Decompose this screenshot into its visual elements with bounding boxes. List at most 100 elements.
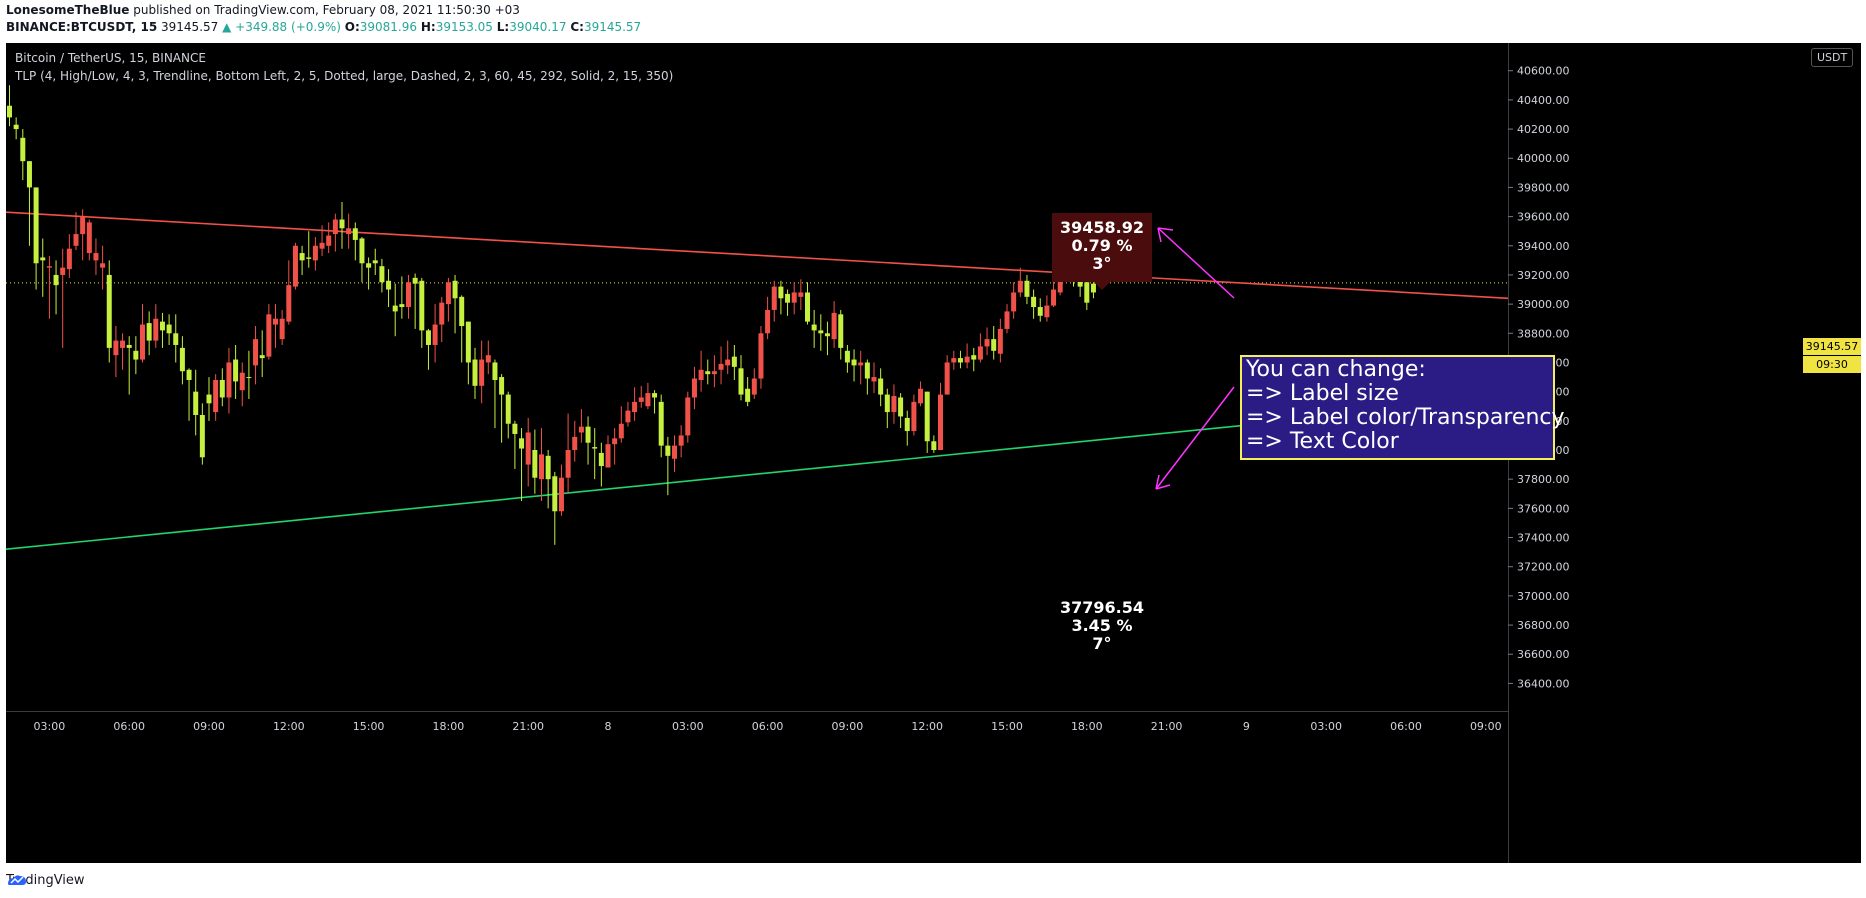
resistance-pct: 0.79 % xyxy=(1071,236,1133,255)
candle-body xyxy=(672,445,677,459)
candle-body xyxy=(173,333,179,345)
candle-body xyxy=(778,286,784,299)
candle-body xyxy=(146,323,152,341)
candle-body xyxy=(944,362,950,395)
support-angle: 7° xyxy=(1092,634,1112,653)
candle-body xyxy=(273,318,278,325)
candle-body xyxy=(399,304,405,308)
candle-body xyxy=(738,368,744,395)
footer: TradingView xyxy=(6,873,85,888)
x-tick-label: 06:00 xyxy=(113,720,145,733)
candle-body xyxy=(113,340,119,356)
candle-body xyxy=(711,371,717,375)
candle-body xyxy=(1031,296,1037,308)
last-price: 39145.57 xyxy=(161,20,219,34)
candle-body xyxy=(299,253,305,261)
candle-body xyxy=(213,379,219,413)
candle-body xyxy=(226,362,232,398)
candle-body xyxy=(938,394,943,451)
candle-body xyxy=(691,378,697,398)
candle-body xyxy=(193,391,199,415)
candle-body xyxy=(485,355,491,363)
chart-panel[interactable]: 40600.00 40400.00 40200.00 40000.00 39800.00… xyxy=(6,43,1861,863)
candle-body xyxy=(1017,280,1023,293)
y-tick-label: 37000.00 xyxy=(1517,590,1570,603)
candle-body xyxy=(1037,307,1043,316)
candle-body xyxy=(592,447,598,449)
candle-body xyxy=(425,330,431,345)
candle-body xyxy=(811,324,817,331)
candle-body xyxy=(991,339,997,351)
currency-badge[interactable]: USDT xyxy=(1811,48,1854,67)
candle-body xyxy=(632,401,638,413)
candle-body xyxy=(977,346,983,360)
symbol-line: BINANCE:BTCUSDT, 15 xyxy=(6,20,158,34)
x-tick-label: 9 xyxy=(1243,720,1250,733)
candle-body xyxy=(386,280,392,290)
candle-body xyxy=(199,414,205,458)
candle-body xyxy=(512,423,518,434)
candle-body xyxy=(479,359,485,386)
resistance-trendline xyxy=(6,211,1509,300)
candle-body xyxy=(818,330,824,334)
candle-body xyxy=(246,377,252,379)
candle-body xyxy=(366,263,372,268)
y-tick-label: 36600.00 xyxy=(1517,648,1570,661)
candle-body xyxy=(997,328,1003,354)
y-tick-label: 39000.00 xyxy=(1517,298,1570,311)
low-label: L: xyxy=(496,20,510,34)
symbol-header: BINANCE:BTCUSDT, 15 39145.57 ▲ +349.88 (… xyxy=(6,20,641,34)
y-tick-label: 38800.00 xyxy=(1517,327,1570,340)
close-value: 39145.57 xyxy=(583,20,642,34)
candle-body xyxy=(286,285,292,322)
candle-body xyxy=(665,445,671,456)
candle-body xyxy=(13,124,19,130)
y-tick-label: 39200.00 xyxy=(1517,269,1570,282)
candle-body xyxy=(126,344,132,348)
candle-body xyxy=(1051,289,1057,306)
candle-body xyxy=(312,245,318,261)
footer-brand[interactable]: TradingView xyxy=(6,873,85,888)
candle-body xyxy=(685,397,691,436)
indicator-legend[interactable]: TLP (4, High/Low, 4, 3, Trendline, Botto… xyxy=(15,69,674,83)
arrow-head-resistance xyxy=(1157,227,1174,243)
candle-body xyxy=(46,266,52,268)
candle-body xyxy=(219,379,225,398)
note-line: => Label size xyxy=(1246,381,1399,406)
candle-body xyxy=(878,378,884,395)
candle-body xyxy=(612,438,618,445)
x-tick-label: 03:00 xyxy=(1310,720,1342,733)
candle-body xyxy=(159,321,165,331)
candle-body xyxy=(306,257,312,259)
candle-body xyxy=(705,371,711,375)
candle-body xyxy=(1024,280,1030,297)
candle-body xyxy=(891,396,897,413)
y-tick-label: 36400.00 xyxy=(1517,677,1570,690)
candle-body xyxy=(645,393,651,407)
candle-body xyxy=(658,401,664,446)
note-line: You can change: xyxy=(1246,357,1426,382)
candle-body xyxy=(525,432,531,465)
candle-body xyxy=(758,333,764,379)
y-tick-label: 40000.00 xyxy=(1517,152,1570,165)
candle-body xyxy=(918,388,924,404)
candle-body xyxy=(259,355,265,359)
candle-body xyxy=(1090,283,1096,293)
author-name[interactable]: LonesomeTheBlue xyxy=(6,3,130,17)
candle-body xyxy=(266,314,272,357)
candle-body xyxy=(492,362,498,380)
y-tick-label: 37200.00 xyxy=(1517,561,1570,574)
candle-body xyxy=(718,363,724,370)
chart-svg[interactable]: 40600.00 40400.00 40200.00 40000.00 39800.00… xyxy=(6,43,1861,863)
candle-body xyxy=(957,358,963,363)
candle-body xyxy=(558,477,564,512)
candle-body xyxy=(439,302,445,325)
x-tick-label: 03:00 xyxy=(672,720,704,733)
arrow-to-support xyxy=(1155,386,1235,490)
y-tick-label: 37800.00 xyxy=(1517,473,1570,486)
candle-body xyxy=(539,454,544,480)
candle-body xyxy=(638,397,644,402)
candle-body xyxy=(824,333,830,337)
chart-title: Bitcoin / TetherUS, 15, BINANCE xyxy=(15,51,206,65)
candle-body xyxy=(652,393,658,398)
